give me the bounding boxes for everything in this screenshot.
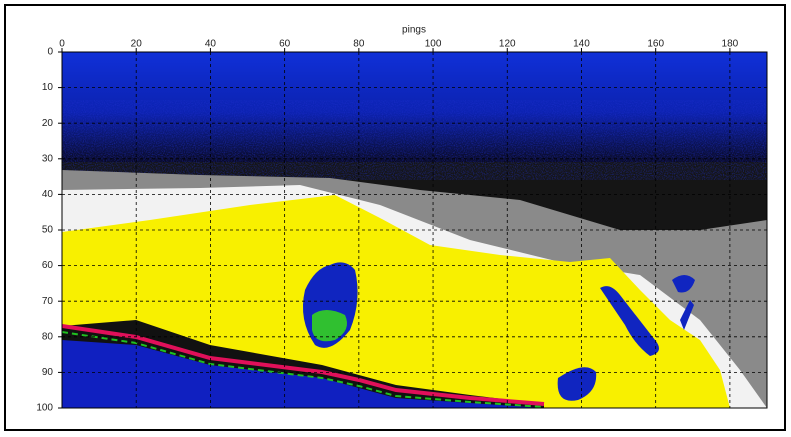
school [600,286,659,356]
y-tick-label: 70 [42,296,54,307]
x-tick-label: 180 [722,39,739,50]
x-tick-label: 40 [205,39,217,50]
x-tick-label: 20 [131,39,143,50]
y-tick-label: 0 [47,47,53,58]
y-tick-label: 30 [42,153,54,164]
bottom-blue [62,340,544,408]
school-core [312,310,348,342]
x-tick-label: 160 [647,39,664,50]
x-tick-label: 80 [353,39,365,50]
plot-border [61,51,768,409]
seabed-line [62,324,545,406]
school [557,367,597,401]
y-tick-label: 40 [42,189,54,200]
y-tick-label: 60 [42,260,54,271]
seabed-green [62,331,545,408]
y-tick-label: 80 [42,331,54,342]
y-tick-label: 100 [36,403,53,414]
y-tick-label: 90 [42,367,54,378]
x-axis-label: pings [402,25,426,36]
x-tick-label: 60 [279,39,291,50]
y-tick-label: 20 [42,118,54,129]
speckle [62,100,767,180]
echogram [62,52,767,408]
x-tick-label: 140 [573,39,590,50]
y-tick-label: 50 [42,225,54,236]
x-tick-label: 0 [59,39,65,50]
school [672,275,695,330]
x-tick-label: 100 [425,39,442,50]
y-tick-label: 10 [42,82,54,93]
x-tick-label: 120 [499,39,516,50]
